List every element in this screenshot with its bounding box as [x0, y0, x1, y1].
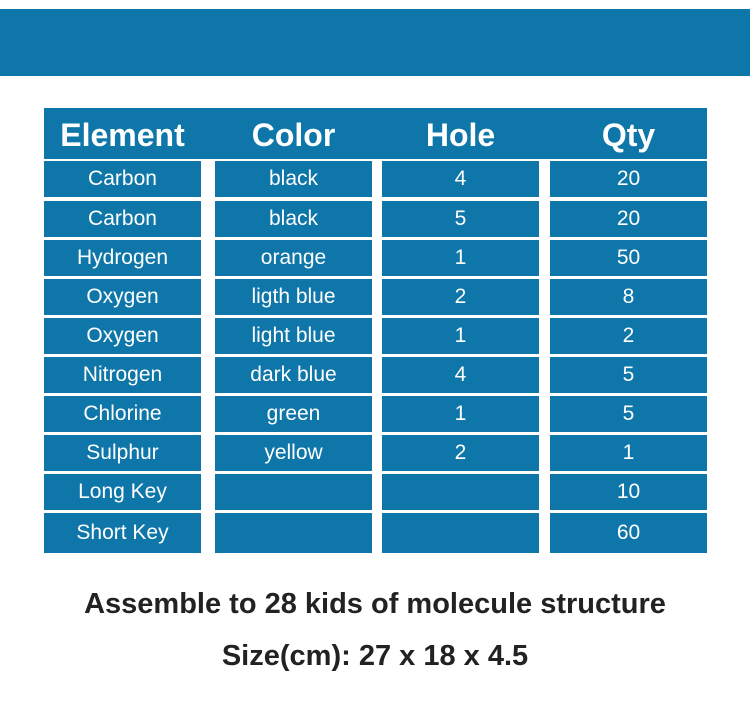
- table-cell: 20: [550, 161, 707, 197]
- table-cell: 1: [382, 240, 539, 276]
- table-cell: orange: [215, 240, 372, 276]
- table-cell: light blue: [215, 318, 372, 354]
- column-header: Qty: [601, 117, 656, 153]
- table-cell: green: [215, 396, 372, 432]
- table-cell: Short Key: [44, 513, 201, 553]
- table-cell: [382, 513, 539, 553]
- footer-line-2: Size(cm): 27 x 18 x 4.5: [221, 640, 529, 672]
- footer-line-1: Assemble to 28 kids of molecule structur…: [84, 588, 666, 620]
- table-cell: dark blue: [215, 357, 372, 393]
- table-cell: Oxygen: [44, 318, 201, 354]
- table-cell: yellow: [215, 435, 372, 471]
- table-cell: 2: [550, 318, 707, 354]
- table-cell: Chlorine: [44, 396, 201, 432]
- table-cell: 5: [550, 396, 707, 432]
- top-banner: [0, 9, 750, 76]
- table-cell: 5: [550, 357, 707, 393]
- table-header: Element Color Hole Qty: [44, 108, 707, 159]
- table-cell: black: [215, 201, 372, 237]
- table-cell: 4: [382, 161, 539, 197]
- table-cell: 1: [382, 318, 539, 354]
- table-cell: 20: [550, 201, 707, 237]
- table-cell: Carbon: [44, 161, 201, 197]
- table-cell: 10: [550, 474, 707, 510]
- table-cell: Carbon: [44, 201, 201, 237]
- table-cell: 8: [550, 279, 707, 315]
- table-cell: Sulphur: [44, 435, 201, 471]
- table-cell: 2: [382, 279, 539, 315]
- column-header: Element: [60, 117, 185, 153]
- table-cell: ligth blue: [215, 279, 372, 315]
- table-cell: 1: [550, 435, 707, 471]
- table-cell: Long Key: [44, 474, 201, 510]
- table-cell: [215, 474, 372, 510]
- table-cell: Hydrogen: [44, 240, 201, 276]
- table-cell: Nitrogen: [44, 357, 201, 393]
- table-cell: 50: [550, 240, 707, 276]
- table-cell: 5: [382, 201, 539, 237]
- table-cell: 2: [382, 435, 539, 471]
- table-cell: [382, 474, 539, 510]
- table-cell: 1: [382, 396, 539, 432]
- table-cell: 4: [382, 357, 539, 393]
- table-cell: [215, 513, 372, 553]
- table-cell: black: [215, 161, 372, 197]
- table-cell: 60: [550, 513, 707, 553]
- table-cell: Oxygen: [44, 279, 201, 315]
- column-header: Hole: [425, 117, 496, 153]
- column-header: Color: [251, 117, 336, 153]
